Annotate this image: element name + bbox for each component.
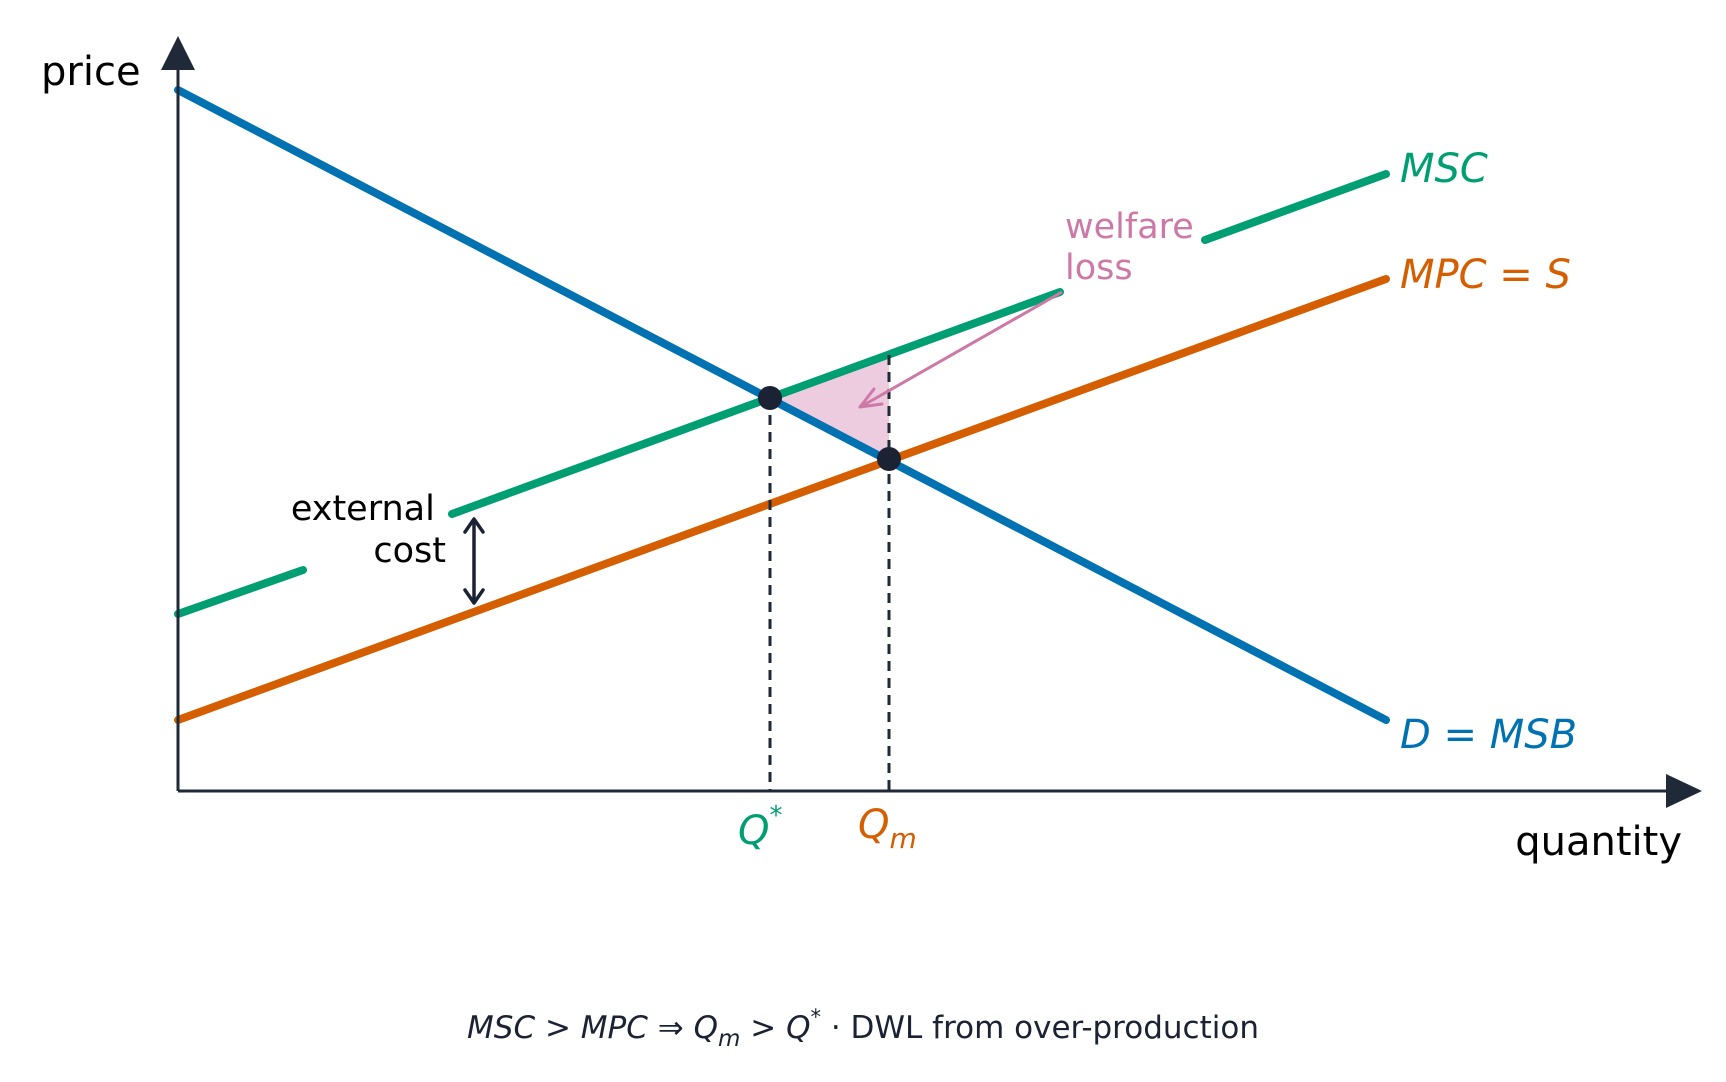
mpc-supply-curve — [174, 275, 1390, 724]
msc-label: MSC — [1400, 146, 1488, 192]
demand-label: D = MSB — [1400, 712, 1577, 758]
q-m-label: Qm — [858, 802, 917, 855]
caption: MSC > MPC ⇒ Qm > Q* · DWL from over-prod… — [467, 1005, 1259, 1052]
welfare-loss-label: welfare loss — [1065, 207, 1205, 288]
y-axis-arrow — [161, 36, 195, 70]
y-axis-title: price — [41, 49, 141, 95]
welfare-loss-area — [770, 359, 889, 459]
social-optimum-point — [758, 386, 782, 410]
mpc-label: MPC = S — [1400, 252, 1571, 298]
external-cost-arrow — [463, 517, 485, 605]
x-axis-title: quantity — [1515, 819, 1682, 865]
x-axis-arrow — [1666, 774, 1702, 808]
external-cost-label: external cost — [291, 489, 446, 571]
msc-curve — [174, 170, 1390, 618]
welfare-loss-arrow — [861, 290, 1063, 408]
market-equilibrium-point — [877, 447, 901, 471]
q-star-label: Q* — [738, 801, 782, 854]
welfare-loss-arrowhead — [858, 387, 884, 409]
demand-msb-curve — [174, 86, 1390, 724]
